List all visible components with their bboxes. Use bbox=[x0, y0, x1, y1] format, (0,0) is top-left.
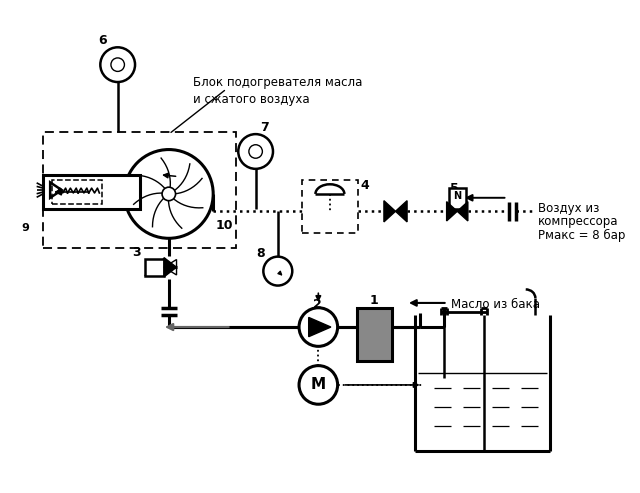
Text: Блок подогревателя масла
и сжатого воздуха: Блок подогревателя масла и сжатого возду… bbox=[193, 76, 362, 106]
Polygon shape bbox=[457, 202, 468, 221]
Text: Масло из бака: Масло из бака bbox=[451, 298, 540, 311]
Bar bbox=[52, 180, 102, 204]
Circle shape bbox=[124, 149, 213, 238]
Text: Pмакс = 8 бар: Pмакс = 8 бар bbox=[538, 229, 626, 242]
Bar bbox=[145, 258, 164, 276]
Polygon shape bbox=[164, 258, 177, 277]
Polygon shape bbox=[396, 201, 407, 222]
Text: 3: 3 bbox=[132, 246, 141, 259]
Text: 4: 4 bbox=[361, 179, 369, 192]
Text: 7: 7 bbox=[260, 121, 269, 134]
Text: N: N bbox=[453, 191, 461, 201]
Bar bbox=[357, 308, 392, 361]
Bar bbox=[44, 132, 236, 248]
Text: M: M bbox=[311, 378, 326, 392]
Circle shape bbox=[100, 47, 135, 82]
Text: 1: 1 bbox=[370, 294, 379, 307]
Polygon shape bbox=[308, 317, 331, 337]
Polygon shape bbox=[50, 182, 61, 198]
Text: 5: 5 bbox=[449, 182, 458, 195]
Text: 8: 8 bbox=[257, 246, 265, 260]
Circle shape bbox=[162, 187, 175, 201]
Circle shape bbox=[299, 366, 338, 404]
Circle shape bbox=[238, 134, 273, 169]
Text: 10: 10 bbox=[215, 219, 232, 232]
Circle shape bbox=[299, 308, 338, 347]
Bar bbox=[44, 175, 140, 210]
Text: 2: 2 bbox=[312, 298, 321, 311]
Bar bbox=[449, 188, 466, 210]
Bar bbox=[302, 180, 358, 234]
Text: 9: 9 bbox=[21, 222, 29, 233]
Polygon shape bbox=[384, 201, 396, 222]
Circle shape bbox=[263, 257, 292, 285]
Text: 6: 6 bbox=[99, 35, 107, 47]
Text: компрессора: компрессора bbox=[538, 215, 619, 228]
Polygon shape bbox=[447, 202, 457, 221]
Text: Воздух из: Воздух из bbox=[538, 202, 600, 214]
